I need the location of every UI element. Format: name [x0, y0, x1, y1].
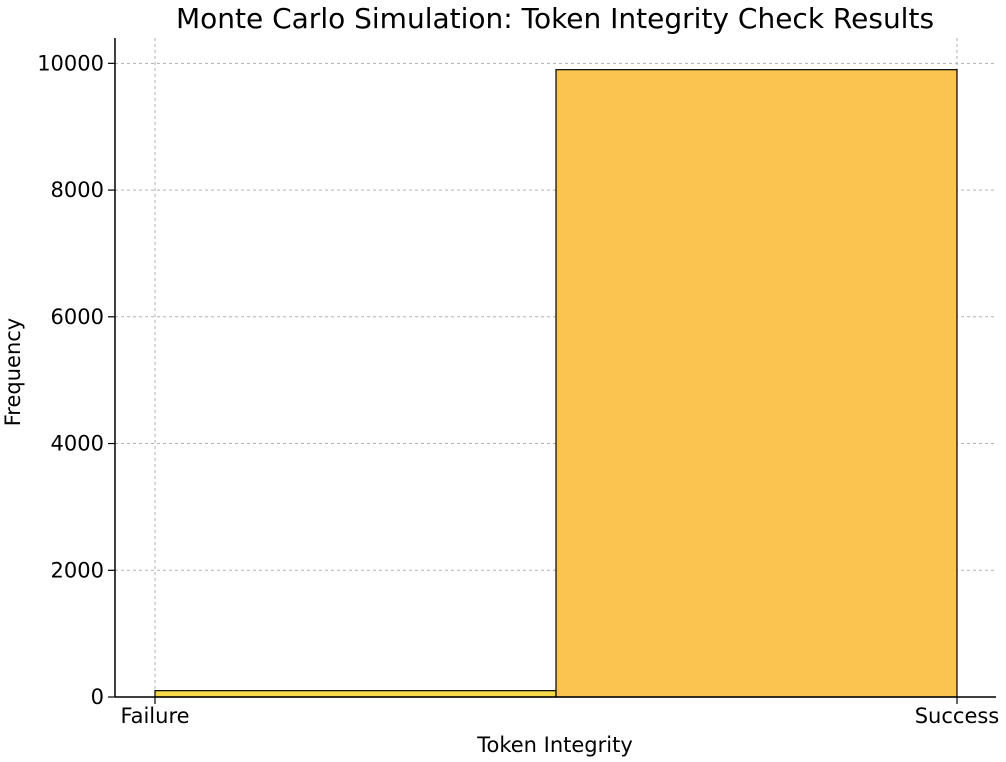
y-tick-label: 10000 — [37, 51, 104, 75]
y-tick-label: 0 — [91, 685, 104, 709]
x-tick-label: Failure — [120, 704, 189, 728]
y-axis-label: Frequency — [1, 318, 25, 427]
bar-failure — [154, 690, 557, 698]
plot-area: 0 2000 4000 6000 8000 10000 Failure Success — [37, 38, 999, 728]
chart-title: Monte Carlo Simulation: Token Integrity … — [176, 2, 934, 35]
x-tick-label: Success — [915, 704, 1000, 728]
y-tick-label: 2000 — [51, 558, 104, 582]
bar-success — [555, 69, 958, 698]
y-tick-label: 8000 — [51, 178, 104, 202]
x-ticks: Failure Success — [120, 697, 999, 728]
x-axis-label: Token Integrity — [476, 733, 633, 757]
y-ticks: 0 2000 4000 6000 8000 10000 — [37, 51, 115, 709]
y-tick-label: 4000 — [51, 432, 104, 456]
bars — [154, 69, 958, 698]
y-tick-label: 6000 — [51, 305, 104, 329]
